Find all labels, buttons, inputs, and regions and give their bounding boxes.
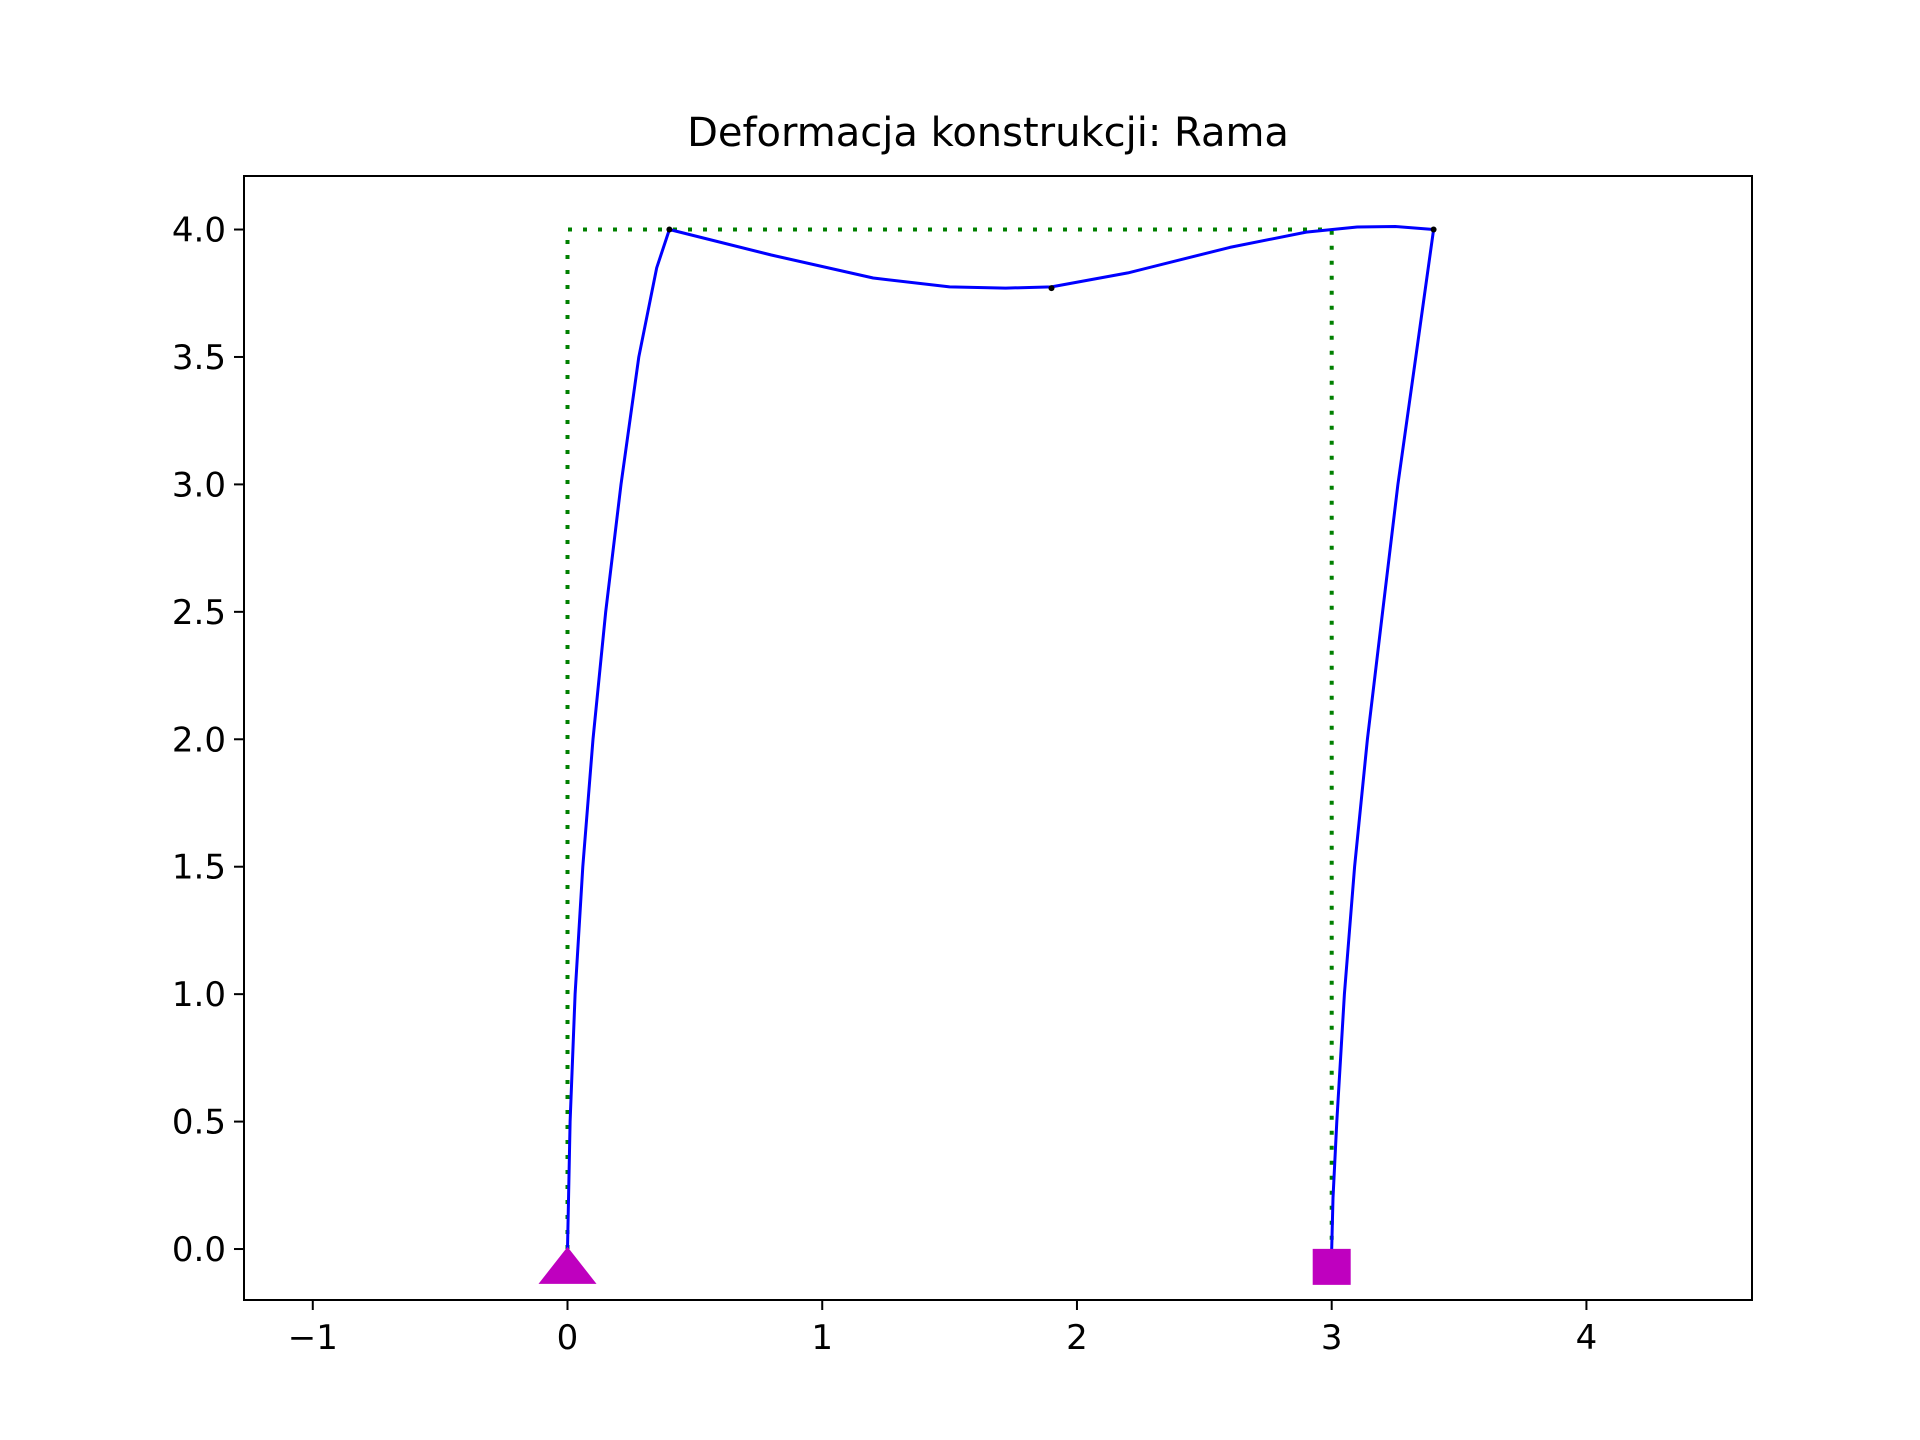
x-axis: −1 0 1 2 3 4 [288, 1300, 1598, 1358]
x-tick-label: 1 [811, 1318, 833, 1358]
deformed-frame-segment-3 [1330, 229, 1436, 1250]
node-point-1 [666, 226, 673, 233]
y-tick-label: 3.0 [172, 465, 226, 505]
y-tick-label: 4.0 [172, 211, 226, 251]
y-tick-label: 1.0 [172, 975, 226, 1015]
deformed-frame-segment-2 [669, 225, 1434, 290]
y-tick-label: 2.0 [172, 720, 226, 760]
node-point-3 [1430, 226, 1437, 233]
node-point-2 [1048, 285, 1055, 292]
plot-content [538, 225, 1437, 1285]
plot-frame [243, 175, 1753, 1301]
y-tick-label: 1.5 [172, 848, 226, 888]
y-tick-label: 2.5 [172, 593, 226, 633]
y-axis: 0.0 0.5 1.0 1.5 2.0 2.5 3.0 3.5 4.0 [172, 211, 244, 1270]
x-tick-label: 2 [1066, 1318, 1088, 1358]
x-tick-label: 0 [557, 1318, 579, 1358]
roller-support-marker [1312, 1248, 1351, 1285]
pinned-support-marker [538, 1246, 597, 1284]
chart-title: Deformacja konstrukcji: Rama [687, 110, 1289, 156]
deformed-frame-segment-1 [566, 229, 671, 1250]
x-tick-label: 4 [1576, 1318, 1598, 1358]
y-tick-label: 0.0 [172, 1230, 226, 1270]
y-tick-label: 3.5 [172, 338, 226, 378]
y-tick-label: 0.5 [172, 1103, 226, 1143]
x-tick-label: −1 [288, 1318, 338, 1358]
x-tick-label: 3 [1321, 1318, 1343, 1358]
